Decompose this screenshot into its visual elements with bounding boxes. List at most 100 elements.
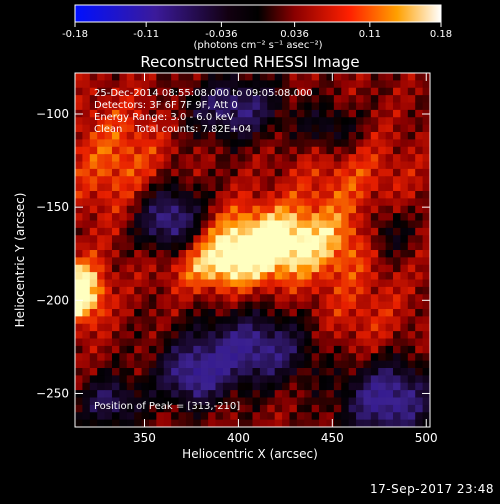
heatmap-cell bbox=[333, 139, 342, 148]
heatmap-cell bbox=[178, 316, 187, 325]
heatmap-cell bbox=[422, 390, 431, 398]
heatmap-cell bbox=[378, 102, 387, 111]
heatmap-cell bbox=[259, 279, 268, 288]
heatmap-cell bbox=[311, 316, 320, 325]
heatmap-cell bbox=[215, 301, 224, 310]
heatmap-cell bbox=[119, 183, 128, 192]
heatmap-cell bbox=[326, 331, 335, 339]
heatmap-cell bbox=[319, 205, 327, 214]
heatmap-cell bbox=[75, 220, 83, 229]
heatmap-cell bbox=[148, 323, 157, 332]
heatmap-cell bbox=[148, 338, 157, 347]
heatmap-cell bbox=[356, 412, 364, 421]
heatmap-cell bbox=[163, 419, 172, 428]
heatmap-cell bbox=[111, 286, 120, 295]
heatmap-cell bbox=[341, 87, 350, 96]
heatmap-cell bbox=[178, 250, 187, 258]
heatmap-cell bbox=[222, 279, 231, 288]
heatmap-cell bbox=[326, 213, 335, 221]
heatmap-cell bbox=[274, 419, 283, 428]
heatmap-cell bbox=[163, 139, 172, 148]
heatmap-cell bbox=[163, 154, 172, 162]
heatmap-cell bbox=[185, 220, 194, 229]
heatmap-cell bbox=[252, 375, 261, 384]
heatmap-cell bbox=[75, 279, 83, 288]
heatmap-cell bbox=[296, 375, 305, 384]
heatmap-cell bbox=[141, 73, 150, 81]
heatmap-cell bbox=[400, 183, 409, 192]
heatmap-cell bbox=[97, 205, 105, 214]
heatmap-cell bbox=[119, 242, 128, 251]
heatmap-cell bbox=[274, 338, 283, 347]
heatmap-cell bbox=[259, 412, 268, 421]
heatmap-cell bbox=[385, 382, 394, 391]
heatmap-cell bbox=[156, 146, 165, 155]
heatmap-cell bbox=[267, 87, 276, 96]
heatmap-cell bbox=[274, 294, 283, 303]
heatmap-cell bbox=[267, 264, 276, 273]
heatmap-cell bbox=[200, 198, 209, 207]
heatmap-cell bbox=[341, 272, 350, 280]
heatmap-cell bbox=[385, 124, 394, 133]
heatmap-cell bbox=[178, 272, 187, 280]
heatmap-cell bbox=[193, 168, 202, 177]
heatmap-cell bbox=[422, 213, 431, 221]
heatmap-cell bbox=[215, 397, 224, 406]
heatmap-cell bbox=[311, 154, 320, 162]
heatmap-cell bbox=[259, 353, 268, 362]
heatmap-cell bbox=[400, 117, 409, 126]
heatmap-cell bbox=[193, 183, 202, 192]
heatmap-cell bbox=[333, 235, 342, 244]
heatmap-cell bbox=[163, 198, 172, 207]
heatmap-cell bbox=[75, 205, 83, 214]
heatmap-cell bbox=[252, 345, 261, 354]
heatmap-cell bbox=[348, 301, 357, 310]
heatmap-cell bbox=[163, 161, 172, 170]
heatmap-cell bbox=[111, 220, 120, 229]
heatmap-cell bbox=[200, 412, 209, 421]
heatmap-cell bbox=[378, 161, 387, 170]
heatmap-cell bbox=[141, 294, 150, 303]
heatmap-cell bbox=[119, 331, 128, 339]
heatmap-cell bbox=[370, 309, 379, 317]
heatmap-cell bbox=[393, 375, 401, 384]
heatmap-cell bbox=[134, 353, 142, 362]
heatmap-cell bbox=[348, 404, 357, 413]
heatmap-cell bbox=[141, 205, 150, 214]
heatmap-cell bbox=[200, 331, 209, 339]
heatmap-cell bbox=[333, 205, 342, 214]
heatmap-cell bbox=[319, 412, 327, 421]
heatmap-cell bbox=[75, 213, 83, 221]
heatmap-cell bbox=[289, 132, 298, 140]
heatmap-cell bbox=[326, 294, 335, 303]
heatmap-cell bbox=[193, 87, 202, 96]
heatmap-cell bbox=[82, 102, 91, 111]
heatmap-cell bbox=[370, 404, 379, 413]
heatmap-cell bbox=[274, 279, 283, 288]
heatmap-cell bbox=[259, 117, 268, 126]
heatmap-cell bbox=[319, 168, 327, 177]
heatmap-cell bbox=[141, 132, 150, 140]
heatmap-cell bbox=[311, 161, 320, 170]
heatmap-cell bbox=[326, 404, 335, 413]
heatmap-cell bbox=[304, 316, 313, 325]
heatmap-cell bbox=[111, 87, 120, 96]
heatmap-cell bbox=[97, 183, 105, 192]
heatmap-cell bbox=[304, 412, 313, 421]
heatmap-cell bbox=[237, 235, 246, 244]
heatmap-cell bbox=[111, 183, 120, 192]
heatmap-cell bbox=[119, 139, 128, 148]
heatmap-cell bbox=[208, 338, 216, 347]
heatmap-cell bbox=[222, 205, 231, 214]
heatmap-cell bbox=[215, 191, 224, 199]
heatmap-cell bbox=[237, 286, 246, 295]
heatmap-cell bbox=[326, 102, 335, 111]
heatmap-cell bbox=[75, 390, 83, 398]
heatmap-cell bbox=[97, 272, 105, 280]
heatmap-cell bbox=[363, 139, 372, 148]
heatmap-cell bbox=[119, 368, 128, 376]
heatmap-cell bbox=[252, 309, 261, 317]
heatmap-cell bbox=[148, 419, 157, 428]
heatmap-cell bbox=[237, 316, 246, 325]
heatmap-cell bbox=[274, 205, 283, 214]
